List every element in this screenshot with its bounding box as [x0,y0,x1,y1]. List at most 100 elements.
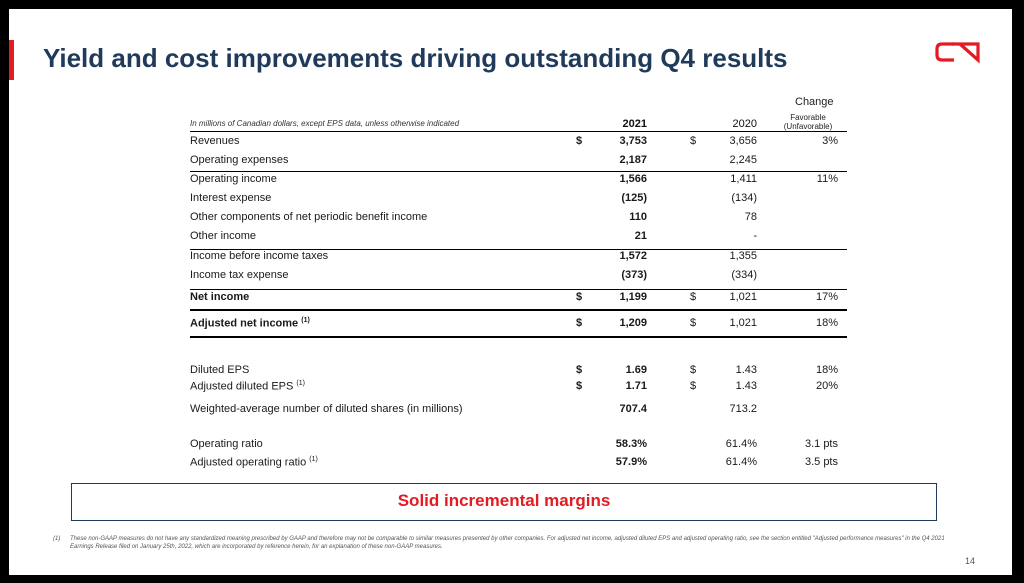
page-title: Yield and cost improvements driving outs… [43,43,788,73]
row-divider [190,249,847,250]
table-row: Weighted-average number of diluted share… [190,403,847,421]
table-row: Revenues $3,753 $3,656 3% [190,135,847,153]
change-value: 20% [815,380,838,392]
row-label-group: Adjusted net income (1) [190,317,310,330]
change-value: 3.1 pts [804,438,838,450]
value-2021: (125) [621,192,647,204]
column-header-2021: 2021 [622,118,647,130]
change-value: 17% [815,291,838,303]
row-divider [190,289,847,290]
change-value: 3.5 pts [804,456,838,468]
table-row: Other income 21 - [190,230,847,248]
value-2021: 21 [634,230,647,242]
value-2020: 61.4% [725,456,757,468]
value-2020: 1.43 [735,380,757,392]
value-2020: (334) [731,269,757,281]
row-label: Operating income [190,173,277,185]
value-2021: 1.69 [625,364,647,376]
value-2020: (134) [731,192,757,204]
unit-note: In millions of Canadian dollars, except … [190,119,460,128]
row-divider-thick [190,309,847,311]
currency-symbol-2020: $ [690,135,697,147]
value-2020: 61.4% [725,438,757,450]
value-2020: 1,021 [729,317,757,329]
value-2021: 1,566 [619,173,647,185]
currency-symbol-2020: $ [690,380,697,392]
row-label-group: Adjusted operating ratio (1) [190,456,318,469]
row-label: Weighted-average number of diluted share… [190,403,463,415]
value-2020: 1,355 [729,250,757,262]
footnote-text: These non-GAAP measures do not have any … [70,536,945,550]
row-divider-thick [190,336,847,338]
row-label: Other components of net periodic benefit… [190,211,428,223]
footnote-marker: (1) [53,536,61,542]
value-2020: 1.43 [735,364,757,376]
value-2020: 78 [744,211,757,223]
change-subheader: Favorable (Unfavorable) [783,113,833,131]
header-divider [190,131,847,132]
footnote-reference: (1) [301,317,310,324]
row-label: Income tax expense [190,269,289,281]
highlight-banner: Solid incremental margins [71,483,937,521]
table-row: Operating income 1,566 1,411 11% [190,173,847,191]
footnote: (1) These non-GAAP measures do not have … [53,535,953,551]
value-2020: 2,245 [729,154,757,166]
table-row: Adjusted operating ratio (1) 57.9% 61.4% 3.… [190,456,847,474]
value-2021: 1,209 [619,317,647,329]
table-row: Income before income taxes 1,572 1,355 [190,250,847,268]
table-row: Diluted EPS $1.69 $1.43 18% [190,364,847,382]
footnote-reference: (1) [309,456,318,463]
value-2020: - [753,230,757,242]
value-2021: 1,199 [619,291,647,303]
row-label: Operating ratio [190,438,263,450]
change-value: 18% [815,364,838,376]
value-2021: (373) [621,269,647,281]
value-2020: 3,656 [729,135,757,147]
cn-logo-icon [935,42,980,64]
value-2021: 57.9% [615,456,647,468]
currency-symbol-2021: $ [576,135,583,147]
value-2020: 713.2 [729,403,757,415]
table-row: Other components of net periodic benefit… [190,211,847,229]
row-label: Operating expenses [190,154,289,166]
currency-symbol-2021: $ [576,317,583,329]
table-row: Adjusted net income (1) $1,209 $1,021 18% [190,317,847,335]
row-label: Adjusted net income [190,317,299,330]
value-2021: 2,187 [619,154,647,166]
change-value: 3% [822,135,838,147]
column-header-2020: 2020 [732,118,757,130]
table-row: Operating ratio 58.3% 61.4% 3.1 pts [190,438,847,456]
footnote-reference: (1) [296,380,305,387]
page-number: 14 [965,556,976,566]
row-label: Diluted EPS [190,364,250,376]
table-row: Net income $1,199 $1,021 17% [190,291,847,309]
row-label-group: Adjusted diluted EPS (1) [190,380,305,393]
row-label: Net income [190,291,250,303]
table-row: Interest expense (125) (134) [190,192,847,210]
row-label: Other income [190,230,257,242]
value-2021: 1.71 [625,380,647,392]
currency-symbol-2020: $ [690,364,697,376]
currency-symbol-2020: $ [690,317,697,329]
row-label: Income before income taxes [190,250,329,262]
row-label: Adjusted diluted EPS [190,380,294,393]
change-value: 18% [815,317,838,329]
row-label: Interest expense [190,192,272,204]
value-2021: 110 [629,211,647,223]
currency-symbol-2020: $ [690,291,697,303]
value-2021: 3,753 [619,135,647,147]
currency-symbol-2021: $ [576,380,583,392]
row-divider [190,171,847,172]
value-2020: 1,021 [729,291,757,303]
change-value: 11% [816,173,838,185]
row-label: Adjusted operating ratio [190,456,307,469]
title-accent-bar [9,40,14,80]
currency-symbol-2021: $ [576,291,583,303]
value-2021: 58.3% [615,438,647,450]
currency-symbol-2021: $ [576,364,583,376]
table-row: Operating expenses 2,187 2,245 [190,154,847,172]
change-header: Change [795,96,834,108]
slide: Yield and cost improvements driving outs… [9,9,1012,575]
table-row: Income tax expense (373) (334) [190,269,847,287]
row-label: Revenues [190,135,240,147]
